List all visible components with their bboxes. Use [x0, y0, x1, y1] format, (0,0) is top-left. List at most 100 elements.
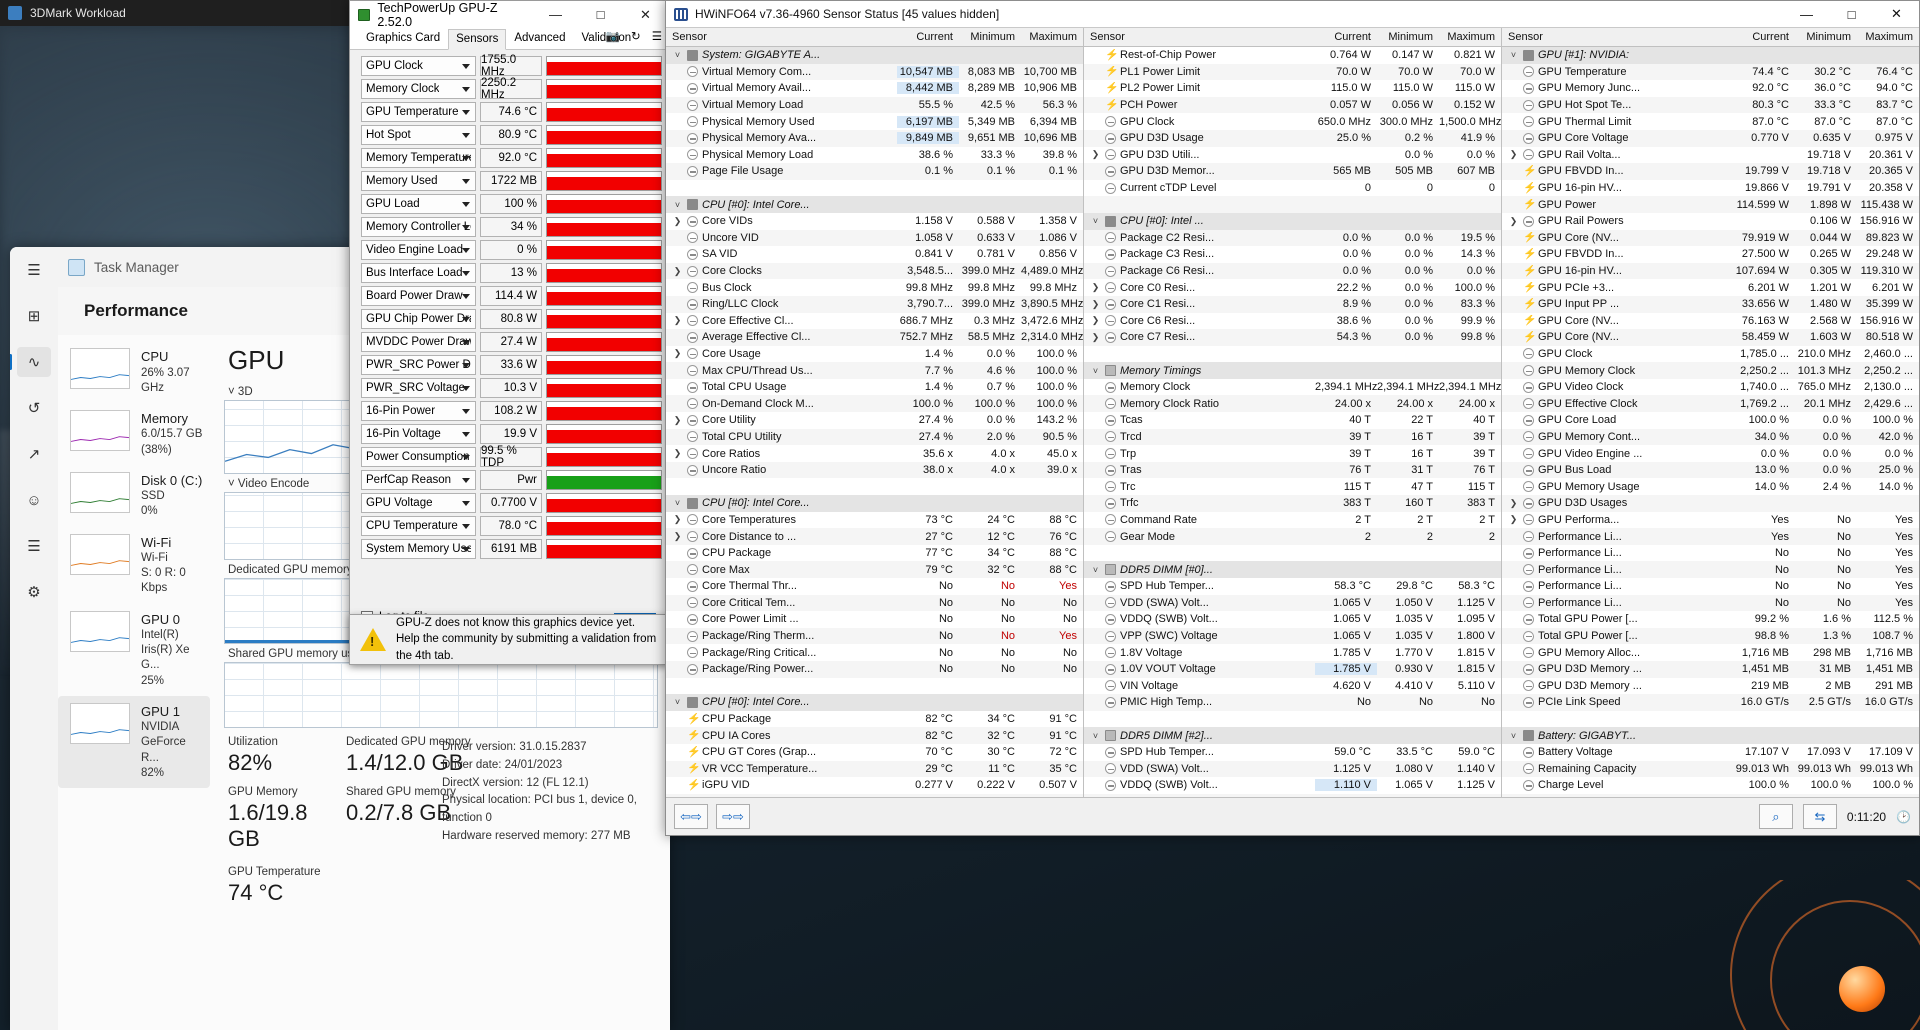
sensor-row[interactable]: Package/Ring Therm... No No Yes [666, 627, 1083, 645]
sensor-row[interactable]: VPP (SWC) Voltage 1.065 V 1.035 V 1.800 V [1084, 627, 1501, 645]
expand-arrow-icon[interactable]: ❯ [1509, 215, 1518, 226]
expand-arrow-icon[interactable]: ❯ [673, 414, 682, 425]
menu-icon[interactable]: ☰ [651, 31, 662, 43]
sensor-row[interactable]: Tcas 40 T 22 T 40 T [1084, 412, 1501, 429]
sensor-row[interactable]: GPU Hot Spot Te... 80.3 °C 33.3 °C 83.7 °C [1502, 96, 1919, 114]
sensor-row[interactable]: ⚡ GPU FBVDD In... 19.799 V 19.718 V 20.365 V [1502, 163, 1919, 180]
sensor-select[interactable]: PWR_SRC Voltage [361, 378, 476, 398]
sensor-row[interactable]: Average Effective Cl... 752.7 MHz 58.5 MHz… [666, 329, 1083, 346]
sensor-row[interactable]: GPU D3D Memor... 565 MB 505 MB 607 MB [1084, 163, 1501, 180]
sensor-row[interactable]: ⚡ GPU Core (NV... 79.919 W 0.044 W 89.823 W [1502, 229, 1919, 247]
sensor-row[interactable]: Performance Li... No No Yes [1502, 594, 1919, 612]
sensor-row[interactable]: PCIe Link Speed 16.0 GT/s 2.5 GT/s 16.0 GT/… [1502, 694, 1919, 711]
perf-item-gpu-1[interactable]: GPU 1 NVIDIA GeForce R... 82% [58, 695, 210, 788]
sensor-row[interactable]: Total GPU Power [... 99.2 % 1.6 % 112.5 % [1502, 611, 1919, 628]
sensor-row[interactable]: Tras 76 T 31 T 76 T [1084, 461, 1501, 479]
sensor-row[interactable]: VDDQ (SWB) Volt... 1.065 V 1.035 V 1.095 V [1084, 611, 1501, 628]
rail-processes[interactable]: ⊞ [17, 301, 51, 331]
sensor-row[interactable]: Uncore Ratio 38.0 x 4.0 x 39.0 x [666, 461, 1083, 479]
sensor-row[interactable]: Memory Clock 2,394.1 MHz 2,394.1 MHz 2,394.… [1084, 379, 1501, 396]
chevron-down-icon[interactable] [462, 110, 470, 115]
sensor-row[interactable]: GPU Thermal Limit 87.0 °C 87.0 °C 87.0 °C [1502, 113, 1919, 130]
sensor-row[interactable]: ❯ GPU D3D Usages [1502, 495, 1919, 512]
sensor-row[interactable]: VDD (SWA) Volt... 1.065 V 1.050 V 1.125 V [1084, 594, 1501, 612]
expand-arrow-icon[interactable]: ❯ [1509, 514, 1518, 525]
sensor-row[interactable]: ❯ Core C7 Resi... 54.3 % 0.0 % 99.8 % [1084, 329, 1501, 346]
chevron-down-icon[interactable] [462, 317, 470, 322]
sensor-row[interactable]: ⚡ GPU PCIe +3... 6.201 W 1.201 W 6.201 W [1502, 279, 1919, 296]
sensor-row[interactable]: Performance Li... Yes No Yes [1502, 528, 1919, 545]
chevron-down-icon[interactable] [462, 133, 470, 138]
sensor-row[interactable]: ❯ GPU Rail Powers 0.106 W 156.916 W [1502, 213, 1919, 230]
col-header-current[interactable]: Current [916, 31, 953, 43]
col-header-minimum-3[interactable]: Minimum [1806, 31, 1851, 43]
sensor-group-row[interactable]: ˅ Battery: GIGABYT... [1502, 727, 1919, 744]
rail-app-history[interactable]: ↺ [17, 393, 51, 423]
sensor-row[interactable]: ⚡ Rest-of-Chip Power 0.764 W 0.147 W 0.821 W [1084, 47, 1501, 64]
sensor-row[interactable]: GPU Memory Cont... 34.0 % 0.0 % 42.0 % [1502, 428, 1919, 446]
col-header-maximum-3[interactable]: Maximum [1865, 31, 1913, 43]
col-header-sensor[interactable]: Sensor [672, 31, 707, 43]
sensor-row[interactable]: VDDQ (SWB) Volt... 1.110 V 1.065 V 1.125 V [1084, 777, 1501, 794]
hwinfo-footer[interactable]: ⇦⇨ ⇨⇨ ⌕ ⇆ 0:11:20 🕑 [666, 797, 1919, 835]
sensor-row[interactable]: VIN Voltage 4.620 V 4.410 V 5.110 V [1084, 678, 1501, 695]
chevron-down-icon[interactable] [462, 501, 470, 506]
sensor-select[interactable]: System Memory Used [361, 539, 476, 559]
sensor-row[interactable]: ❯Voltage Offsets0.000 V0.000 V [666, 793, 1083, 797]
expand-arrow-icon[interactable]: ❯ [673, 315, 682, 326]
collapse-arrow-icon[interactable]: ˅ [674, 50, 681, 61]
sensor-row[interactable]: PMIC High Temp... No No No [1084, 694, 1501, 711]
rail-details[interactable]: ☰ [17, 531, 51, 561]
chevron-down-icon[interactable] [462, 202, 470, 207]
sensor-group-row[interactable]: ˅ CPU [#0]: Intel ... [1084, 212, 1501, 230]
rail-users[interactable]: ☺ [17, 485, 51, 515]
sensor-row[interactable]: ⚡ iGPU VID 0.277 V 0.222 V 0.507 V [666, 777, 1083, 794]
sensor-group-row[interactable]: ˅ Memory Timings [1084, 362, 1501, 379]
sensor-row[interactable]: Virtual Memory Load 55.5 % 42.5 % 56.3 % [666, 96, 1083, 114]
sensor-row[interactable]: ⚡ CPU Package 82 °C 34 °C 91 °C [666, 711, 1083, 728]
sensor-row[interactable]: Core Thermal Thr... No No Yes [666, 578, 1083, 595]
col-header-current-2[interactable]: Current [1334, 31, 1371, 43]
hwinfo-header-2[interactable]: Sensor Current Minimum Maximum [1084, 28, 1501, 47]
sensor-group-row[interactable]: ˅ CPU [#0]: Intel Core... [666, 196, 1083, 213]
gpuz-minimize-button[interactable]: — [549, 7, 562, 22]
hwinfo-window[interactable]: HWiNFO64 v7.36-4960 Sensor Status [45 va… [665, 0, 1920, 836]
hwinfo-maximize-button[interactable]: □ [1847, 6, 1856, 22]
col-header-maximum[interactable]: Maximum [1029, 31, 1077, 43]
camera-icon[interactable]: 📷 [605, 31, 621, 43]
tab-sensors[interactable]: Sensors [448, 29, 507, 50]
sensor-row[interactable]: GPU Memory Junc... 92.0 °C 36.0 °C 94.0 °C [1502, 80, 1919, 97]
expand-arrow-icon[interactable]: ❯ [673, 215, 682, 226]
sensor-row[interactable]: Package/Ring Power... No No No [666, 660, 1083, 678]
sensor-group-row[interactable]: ˅ CPU [#0]: Intel Core... [666, 495, 1083, 512]
perf-item-disk-0-c-[interactable]: Disk 0 (C:) SSD 0% [58, 465, 210, 527]
collapse-arrow-icon[interactable]: ˅ [1092, 216, 1099, 227]
sensor-row[interactable]: GPU D3D Usage 25.0 % 0.2 % 41.9 % [1084, 129, 1501, 147]
sensor-row[interactable]: ⚡ PL1 Power Limit 70.0 W 70.0 W 70.0 W [1084, 63, 1501, 81]
sensor-row[interactable]: Trfc 383 T 160 T 383 T [1084, 495, 1501, 512]
sensor-select[interactable]: Memory Controller Load [361, 217, 476, 237]
sensor-row[interactable]: Remaining Capacity 99.013 Wh 99.013 Wh 99.0… [1502, 760, 1919, 778]
rail-performance[interactable]: ∿ [10, 347, 51, 377]
sensor-row[interactable]: Virtual Memory Avail... 8,442 MB 8,289 MB 1… [666, 80, 1083, 97]
sensor-row[interactable]: ⚡ CPU GT Cores (Grap... 70 °C 30 °C 72 °C [666, 744, 1083, 761]
sensor-row[interactable]: Package C3 Resi... 0.0 % 0.0 % 14.3 % [1084, 246, 1501, 263]
chevron-down-icon[interactable] [462, 340, 470, 345]
sensor-row[interactable]: GPU Clock 1,785.0 ... 210.0 MHz 2,460.0 ... [1502, 346, 1919, 363]
sensor-row[interactable]: VDD (SWA) Volt... 1.125 V 1.080 V 1.140 V [1084, 760, 1501, 778]
sensor-row[interactable]: Gear Mode 2 2 2 [1084, 528, 1501, 545]
expand-arrow-icon[interactable]: ❯ [673, 514, 682, 525]
sensor-row[interactable]: Bus Clock 99.8 MHz 99.8 MHz 99.8 MHz [666, 279, 1083, 296]
sensor-row[interactable]: ❯ Core C1 Resi... 8.9 % 0.0 % 83.3 % [1084, 295, 1501, 313]
sensor-row[interactable]: GPU D3D Memory ... 1,451 MB 31 MB 1,451 MB [1502, 660, 1919, 678]
sensor-group-row[interactable]: ˅ DDR5 DIMM [#2]... [1084, 727, 1501, 744]
sensor-row[interactable]: ⚡ PCH Power 0.057 W 0.056 W 0.152 W [1084, 96, 1501, 114]
sensor-row[interactable]: GPU Memory Alloc... 1,716 MB 298 MB 1,716 M… [1502, 644, 1919, 661]
sensor-select[interactable]: GPU Voltage [361, 493, 476, 513]
sensor-row[interactable]: ❯ Core Distance to ... 27 °C 12 °C 76 °C [666, 528, 1083, 545]
sensor-row[interactable]: Physical Memory Ava... 9,849 MB 9,651 MB 10… [666, 129, 1083, 147]
sensor-row[interactable]: Performance Li... No No Yes [1502, 578, 1919, 595]
sensor-row[interactable]: ⚡ GPU 16-pin HV... 107.694 W 0.305 W 119.310… [1502, 262, 1919, 280]
col-header-sensor-3[interactable]: Sensor [1508, 31, 1543, 43]
sensor-select[interactable]: Memory Clock [361, 79, 476, 99]
